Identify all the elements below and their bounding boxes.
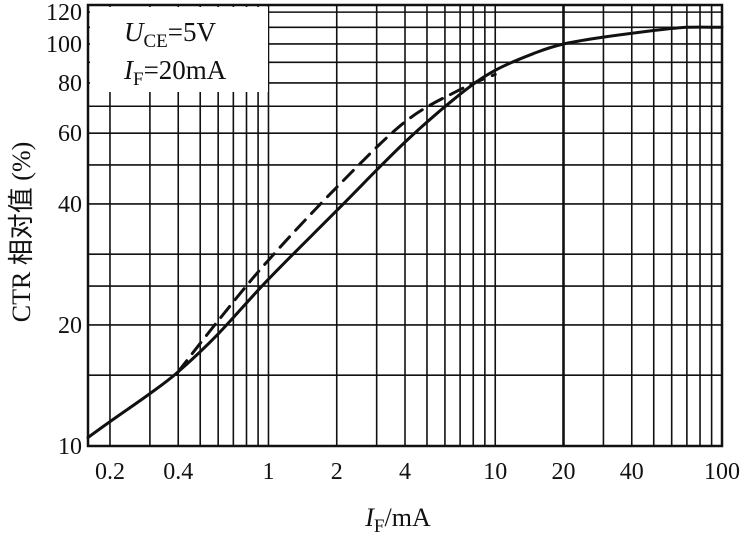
y-tick-10: 10: [58, 434, 82, 460]
x-axis-label: IF/mA: [364, 503, 431, 537]
annotation-box: [90, 7, 268, 92]
x-axis-label-sub: F: [374, 516, 385, 537]
y-tick-100: 100: [46, 32, 82, 58]
x-tick-0_4: 0.4: [163, 459, 193, 485]
annotation-line-2: IF=20mA: [123, 55, 227, 90]
y-tick-60: 60: [58, 121, 82, 147]
series-dashed-line: [176, 72, 497, 374]
annotation-sub-1: CE: [144, 31, 168, 52]
x-axis-label-unit: /mA: [385, 503, 431, 532]
annotation-sub-2: F: [133, 69, 144, 90]
x-tick-10: 10: [483, 459, 507, 485]
x-tick-0_2: 0.2: [95, 459, 125, 485]
x-axis-label-var: I: [364, 503, 375, 532]
x-tick-40: 40: [620, 459, 644, 485]
y-tick-80: 80: [58, 71, 82, 97]
x-tick-20: 20: [552, 459, 576, 485]
y-tick-20: 20: [58, 313, 82, 339]
annotation-line-1: UCE=5V: [124, 17, 217, 52]
plot-frame: [86, 3, 724, 448]
x-tick-4: 4: [399, 459, 411, 485]
series-group: [86, 25, 724, 439]
annotation-text-1: =5V: [168, 17, 217, 47]
y-axis-label: CTR 相对值 (%): [7, 142, 36, 323]
x-tick-2: 2: [331, 459, 343, 485]
y-tick-40: 40: [58, 192, 82, 218]
x-tick-100: 100: [704, 459, 740, 485]
annotation-text-2: =20mA: [144, 55, 227, 85]
y-tick-120: 120: [46, 0, 82, 26]
series-solid-line: [86, 25, 724, 439]
x-tick-labels: 0.2 0.4 1 2 4 10 20 40 100: [95, 459, 740, 485]
annotation-var-2: I: [123, 55, 135, 85]
x-tick-1: 1: [262, 459, 274, 485]
y-tick-labels: 10 20 40 60 80 100 120: [46, 0, 82, 460]
annotation-var-1: U: [124, 17, 145, 47]
